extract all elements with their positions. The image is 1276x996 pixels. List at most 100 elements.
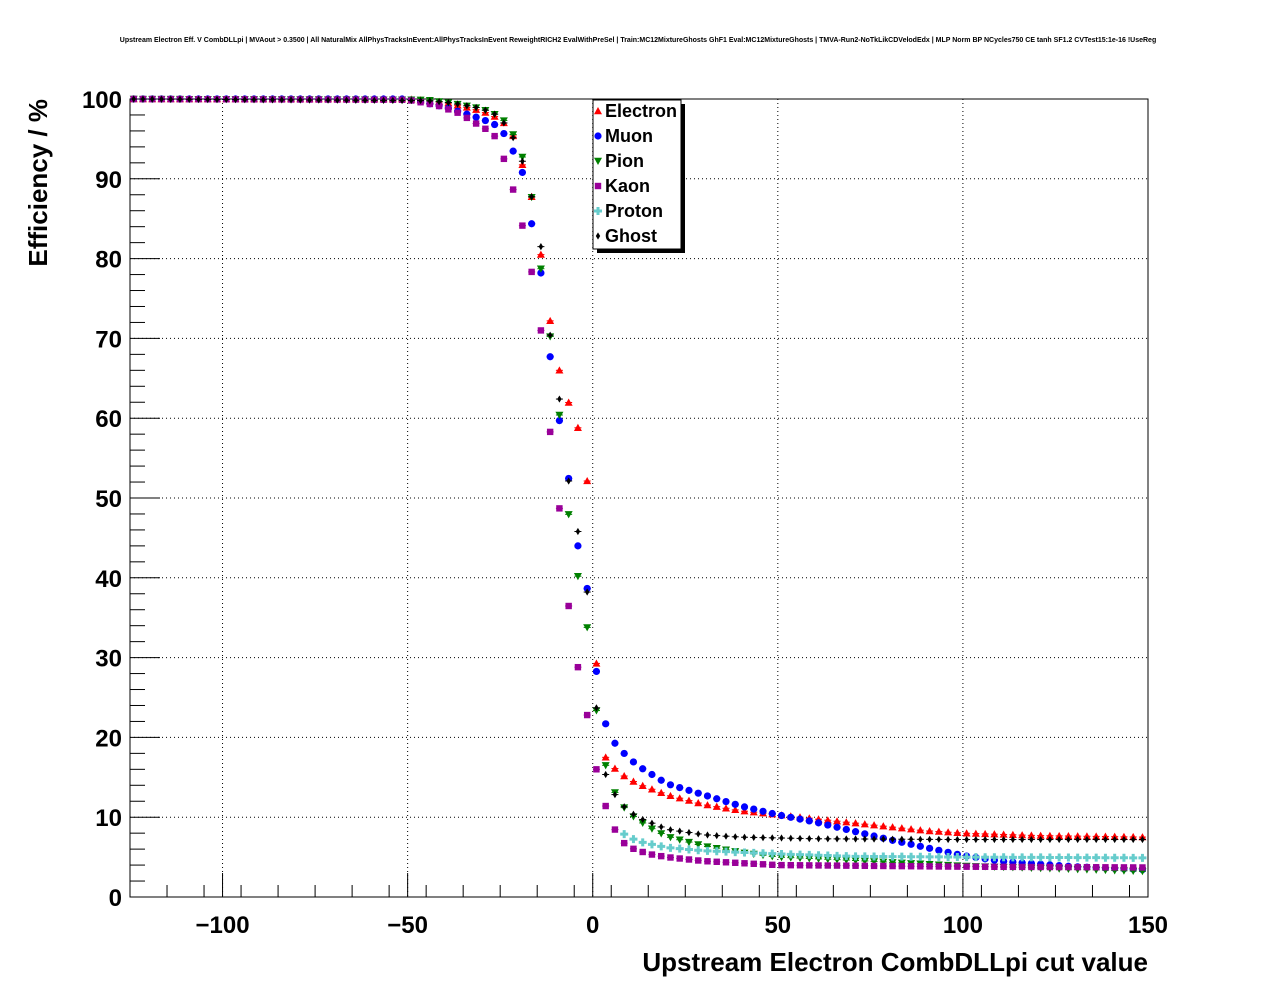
data-point <box>916 852 925 861</box>
data-point <box>666 843 675 852</box>
x-axis-title: Upstream Electron CombDLLpi cut value <box>642 947 1148 977</box>
data-point <box>491 120 499 129</box>
series-proton <box>620 830 1147 862</box>
data-point <box>842 818 851 826</box>
data-point <box>639 765 647 773</box>
data-point <box>483 106 488 114</box>
data-point <box>787 813 795 821</box>
data-point <box>694 841 703 849</box>
data-point <box>1037 863 1044 871</box>
legend-label-electron: Electron <box>605 101 677 121</box>
data-point <box>583 476 592 485</box>
data-point <box>861 862 869 870</box>
data-point <box>770 834 775 842</box>
data-point <box>611 826 619 833</box>
data-point <box>242 96 247 104</box>
data-point <box>824 821 832 829</box>
data-point <box>519 222 526 229</box>
data-point <box>944 828 953 836</box>
data-point <box>925 844 934 852</box>
data-point <box>1046 863 1054 871</box>
data-point <box>899 835 905 843</box>
data-point <box>620 830 629 839</box>
data-point <box>684 838 693 847</box>
data-point <box>916 826 925 834</box>
data-point <box>1064 832 1073 840</box>
data-point <box>870 862 878 870</box>
data-point <box>528 268 535 276</box>
data-point <box>723 832 729 840</box>
data-point <box>288 96 294 104</box>
data-point <box>547 331 553 339</box>
data-point <box>1129 853 1138 862</box>
data-point <box>712 847 721 856</box>
legend-marker-kaon <box>594 182 602 190</box>
data-point <box>953 853 962 862</box>
data-point <box>659 823 664 831</box>
data-point <box>750 860 757 867</box>
data-point <box>583 624 592 632</box>
legend-label-pion: Pion <box>605 151 644 171</box>
data-point <box>741 860 748 867</box>
data-point <box>205 95 210 104</box>
y-tick-label: 100 <box>82 87 122 114</box>
data-point <box>381 96 386 104</box>
data-point <box>575 527 581 536</box>
data-point <box>362 96 368 104</box>
data-point <box>675 794 684 802</box>
data-point <box>372 96 377 104</box>
data-point <box>1055 863 1063 871</box>
data-point <box>833 856 842 864</box>
data-point <box>168 95 173 103</box>
legend-marker-proton <box>594 207 602 215</box>
data-point <box>1066 835 1071 844</box>
data-point <box>1084 835 1090 844</box>
data-point <box>824 862 831 869</box>
data-point <box>851 828 860 836</box>
data-point <box>518 168 526 177</box>
data-point <box>566 477 571 485</box>
data-point <box>955 835 960 844</box>
data-point <box>1103 835 1108 844</box>
legend-label-muon: Muon <box>605 126 653 146</box>
data-point <box>834 835 840 843</box>
data-point <box>1027 831 1036 839</box>
data-point <box>1010 835 1016 844</box>
data-point <box>537 327 545 334</box>
data-point <box>610 764 619 772</box>
data-point <box>316 96 321 104</box>
data-point <box>712 802 721 810</box>
data-point <box>750 805 758 813</box>
data-point <box>953 828 962 837</box>
data-point <box>602 802 609 810</box>
data-point <box>880 862 887 870</box>
data-point <box>131 95 136 103</box>
data-point <box>714 831 719 840</box>
data-point <box>1092 864 1100 871</box>
data-point <box>759 807 767 815</box>
data-point <box>1064 853 1073 862</box>
data-point <box>500 129 508 138</box>
data-point <box>908 835 914 843</box>
y-tick-label: 90 <box>95 167 122 194</box>
data-point <box>676 855 683 862</box>
data-point <box>1083 864 1091 871</box>
data-point <box>796 850 805 859</box>
data-point <box>1110 853 1119 862</box>
data-point <box>992 835 997 844</box>
data-point <box>603 770 608 779</box>
data-point <box>1028 863 1035 871</box>
data-point <box>1036 853 1045 862</box>
data-point <box>797 834 803 843</box>
data-point <box>454 109 461 116</box>
data-point <box>731 848 740 857</box>
data-point <box>999 830 1008 838</box>
data-point <box>825 835 830 843</box>
y-axis-title: Efficiency / % <box>23 99 53 267</box>
data-point <box>187 95 192 103</box>
data-point <box>1055 831 1064 840</box>
data-point <box>667 854 674 861</box>
data-point <box>1120 864 1128 871</box>
data-point <box>907 863 915 870</box>
data-point <box>870 821 879 829</box>
